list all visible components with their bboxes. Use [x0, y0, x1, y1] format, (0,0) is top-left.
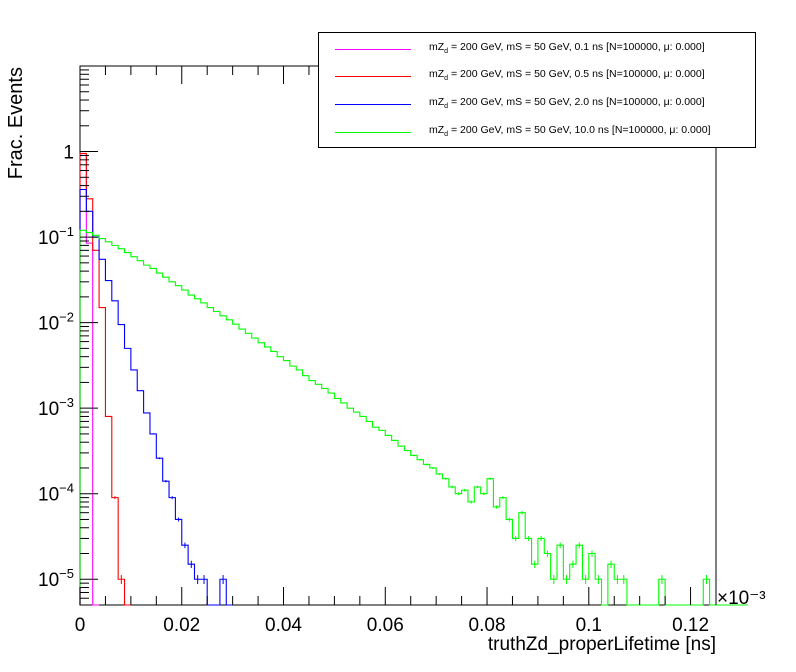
x-tick-label: 0.06: [367, 615, 404, 636]
x-tick-label: 0.08: [469, 615, 506, 636]
legend-label: mZd = 200 GeV, mS = 50 GeV, 10.0 ns [N=1…: [429, 124, 711, 139]
legend-label: mZd = 200 GeV, mS = 50 GeV, 0.5 ns [N=10…: [429, 68, 705, 83]
x-tick-label: 0.12: [672, 615, 709, 636]
legend-label: mZd = 200 GeV, mS = 50 GeV, 0.1 ns [N=10…: [429, 41, 705, 56]
x-tick-label: 0.02: [163, 615, 200, 636]
x-multiplier-label: ×10⁻³: [717, 588, 766, 609]
y-tick-label: 10−3: [38, 395, 74, 420]
legend-entry: mZd = 200 GeV, mS = 50 GeV, 10.0 ns [N=1…: [319, 121, 755, 143]
y-tick-label: 10−1: [38, 224, 74, 249]
y-tick-label: 10−2: [38, 310, 74, 335]
y-tick-label: 1: [63, 143, 74, 164]
series-line: [79, 152, 131, 606]
legend-swatch: [335, 132, 411, 133]
y-axis-title: Frac. Events: [5, 67, 27, 179]
series-line: [79, 154, 100, 606]
legend-swatch: [335, 76, 411, 77]
x-tick-label: 0: [75, 615, 86, 636]
legend: mZd = 200 GeV, mS = 50 GeV, 0.1 ns [N=10…: [318, 32, 756, 148]
x-tick-label: 0.1: [576, 615, 602, 636]
legend-swatch: [335, 49, 411, 50]
legend-entry: mZd = 200 GeV, mS = 50 GeV, 0.1 ns [N=10…: [319, 38, 755, 60]
legend-swatch: [335, 104, 411, 105]
y-tick-label: 10−5: [38, 566, 74, 591]
legend-entry: mZd = 200 GeV, mS = 50 GeV, 2.0 ns [N=10…: [319, 93, 755, 115]
x-tick-label: 0.04: [265, 615, 302, 636]
legend-label: mZd = 200 GeV, mS = 50 GeV, 2.0 ns [N=10…: [429, 96, 705, 111]
x-axis-title: truthZd_properLifetime [ns]: [488, 634, 716, 655]
series-line: [79, 188, 233, 606]
legend-entry: mZd = 200 GeV, mS = 50 GeV, 0.5 ns [N=10…: [319, 65, 755, 87]
y-tick-label: 10−4: [38, 481, 74, 506]
series-line: [79, 229, 748, 606]
